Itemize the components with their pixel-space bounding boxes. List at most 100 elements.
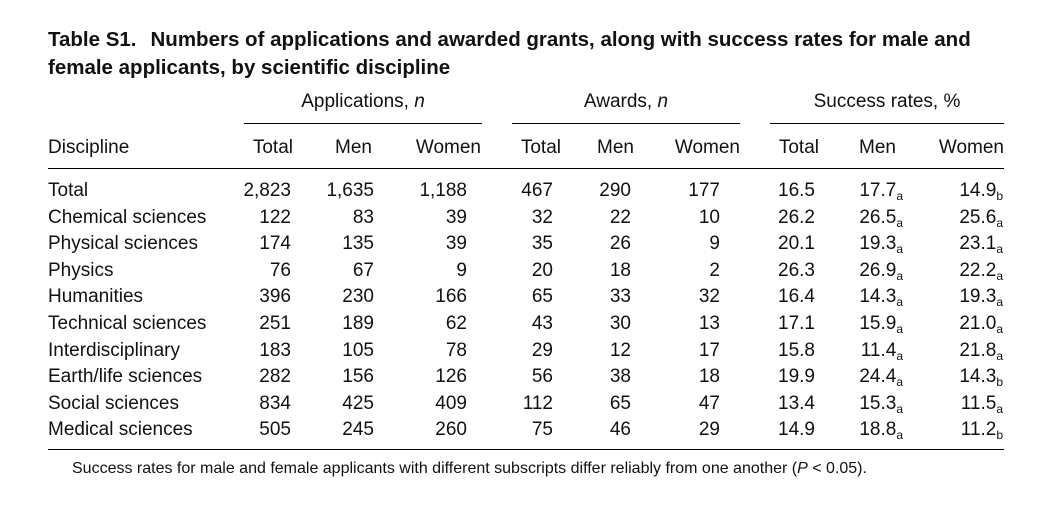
cell-sr-men: 15.3a	[830, 391, 903, 417]
cell-aw-women: 10	[640, 205, 720, 231]
cell-app-total: 282	[200, 364, 291, 390]
cell-sr-men: 19.3a	[830, 231, 903, 257]
cell-app-total-value: 174	[259, 233, 291, 255]
cell-aw-total: 29	[480, 338, 553, 364]
significance-subscript: a	[996, 295, 1003, 310]
table-title: Numbers of applications and awarded gran…	[48, 28, 971, 79]
significance-subscript: a	[896, 295, 903, 310]
cell-discipline: Total	[48, 178, 238, 204]
cell-app-total-value: 122	[259, 206, 291, 228]
cell-app-total-value: 396	[259, 286, 291, 308]
cell-app-total-value: 183	[259, 339, 291, 361]
cell-app-men: 105	[300, 338, 374, 364]
cell-app-men: 83	[300, 205, 374, 231]
cell-sr-men-value: 19.3	[859, 233, 897, 255]
cell-sr-total: 16.4	[740, 284, 815, 310]
cell-sr-men-value: 11.4	[860, 339, 897, 361]
cell-sr-total-value: 20.1	[778, 233, 815, 255]
cell-app-women: 78	[380, 338, 467, 364]
cell-app-total: 76	[200, 258, 291, 284]
significance-subscript: a	[996, 268, 1003, 283]
significance-subscript: a	[896, 322, 903, 336]
cell-app-women: 260	[380, 417, 467, 443]
cell-aw-women: 29	[640, 417, 720, 443]
significance-subscript: a	[896, 242, 903, 257]
cell-app-women-value: 9	[456, 259, 467, 281]
col-header-discipline: Discipline	[48, 137, 130, 158]
group-underline	[770, 123, 1004, 124]
significance-subscript: b	[996, 428, 1003, 443]
cell-sr-total: 26.3	[740, 258, 815, 284]
cell-app-men-value: 189	[342, 313, 374, 334]
cell-sr-total-value: 26.3	[778, 259, 815, 281]
cell-sr-men: 26.9a	[830, 258, 903, 284]
cell-app-women: 62	[380, 311, 467, 337]
cell-sr-total: 15.8	[740, 338, 815, 364]
cell-sr-women: 11.5a	[900, 391, 1003, 417]
significance-subscript: a	[896, 215, 903, 230]
cell-aw-women: 18	[640, 364, 720, 390]
cell-aw-men-value: 12	[609, 339, 631, 361]
cell-app-women: 1,188	[380, 178, 467, 204]
cell-discipline: Medical sciences	[48, 417, 238, 443]
cell-discipline-value: Interdisciplinary	[48, 339, 180, 361]
cell-sr-women: 14.3b	[900, 364, 1003, 390]
cell-aw-men: 18	[570, 258, 631, 284]
cell-app-women-value: 1,188	[419, 180, 467, 201]
cell-aw-total: 467	[480, 178, 553, 204]
cell-app-total: 251	[200, 311, 291, 337]
cell-sr-men: 14.3a	[830, 284, 903, 310]
group-header-awards: Awards, n	[583, 91, 669, 112]
cell-aw-total-value: 20	[531, 259, 553, 281]
cell-app-men-value: 1,635	[326, 180, 374, 201]
cell-aw-women: 47	[640, 391, 720, 417]
cell-sr-women: 21.0a	[900, 311, 1003, 337]
cell-app-women-value: 166	[435, 286, 467, 308]
cell-app-total-value: 505	[259, 419, 291, 441]
cell-aw-total-value: 32	[531, 206, 553, 228]
cell-app-men-value: 230	[342, 286, 374, 308]
cell-sr-women-value: 11.2	[960, 419, 997, 441]
significance-subscript: a	[896, 189, 903, 203]
cell-sr-women-value: 25.6	[959, 206, 997, 228]
cell-sr-total-value: 14.9	[778, 419, 815, 441]
cell-discipline-value: Technical sciences	[48, 313, 207, 334]
cell-sr-women: 22.2a	[900, 258, 1003, 284]
cell-aw-total: 35	[480, 231, 553, 257]
cell-sr-total-value: 16.4	[778, 286, 815, 308]
cell-app-men-value: 425	[342, 392, 374, 414]
cell-discipline-value: Chemical sciences	[48, 206, 207, 228]
significance-subscript: a	[896, 268, 903, 283]
cell-app-women-value: 260	[435, 419, 467, 441]
cell-discipline-value: Medical sciences	[48, 419, 193, 441]
cell-aw-total: 43	[480, 311, 553, 337]
cell-aw-men: 290	[570, 178, 631, 204]
cell-sr-men: 17.7a	[830, 178, 903, 204]
cell-aw-men: 30	[570, 311, 631, 337]
cell-aw-men: 22	[570, 205, 631, 231]
cell-aw-women: 32	[640, 284, 720, 310]
cell-discipline-value: Physics	[48, 259, 114, 281]
cell-sr-total: 26.2	[740, 205, 815, 231]
cell-aw-men-value: 22	[609, 206, 631, 228]
significance-subscript: a	[996, 242, 1003, 257]
cell-aw-men: 33	[570, 284, 631, 310]
cell-sr-total: 16.5	[740, 178, 815, 204]
significance-subscript: a	[896, 348, 903, 363]
cell-app-total: 505	[200, 417, 291, 443]
cell-discipline-value: Earth/life sciences	[48, 366, 203, 388]
cell-sr-men: 18.8a	[830, 417, 903, 443]
cell-app-total: 834	[200, 391, 291, 417]
significance-subscript: a	[996, 215, 1003, 230]
group-underline	[244, 123, 482, 124]
cell-aw-women-value: 2	[709, 259, 720, 281]
cell-sr-men-value: 17.7	[859, 180, 897, 201]
cell-app-total: 2,823	[200, 178, 291, 204]
cell-app-women: 39	[380, 231, 467, 257]
cell-app-men: 1,635	[300, 178, 374, 204]
cell-aw-total-value: 112	[522, 392, 553, 414]
cell-aw-total-value: 35	[531, 233, 553, 255]
group-underline	[512, 123, 740, 124]
cell-discipline: Technical sciences	[48, 311, 238, 337]
cell-discipline: Earth/life sciences	[48, 364, 238, 390]
